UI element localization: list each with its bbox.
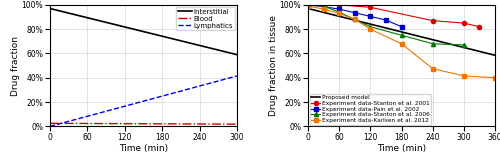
Experiment data-Stanton et al. 2001 [476, 26, 482, 28]
Line: Experiment data-Stanton et al. 2001: Experiment data-Stanton et al. 2001 [306, 3, 482, 29]
Experiment data-Karlsen et al. 2012 [352, 18, 358, 20]
Experiment data-Stanton et al. 2001 [336, 4, 342, 6]
Experiment data-Karlsen et al. 2012 [336, 12, 342, 14]
Experiment data-Pain et al. 2002 [320, 6, 326, 8]
Line: Experiment data-Karlsen et al. 2012: Experiment data-Karlsen et al. 2012 [306, 4, 497, 80]
Line: Experiment data-Pain et al. 2002: Experiment data-Pain et al. 2002 [306, 3, 404, 29]
Experiment data-Stanton et al. 2006 [352, 18, 358, 20]
X-axis label: Time (min): Time (min) [377, 144, 426, 153]
Experiment data-Pain et al. 2002 [383, 19, 389, 21]
Legend: Proposed model, Experiment data-Stanton et al. 2001, Experiment data-Pain et al.: Proposed model, Experiment data-Stanton … [310, 94, 431, 125]
Experiment data-Stanton et al. 2001 [430, 20, 436, 22]
Experiment data-Pain et al. 2002 [305, 4, 311, 6]
X-axis label: Time (min): Time (min) [119, 144, 168, 153]
Experiment data-Pain et al. 2002 [368, 15, 374, 17]
Experiment data-Karlsen et al. 2012 [492, 77, 498, 79]
Experiment data-Karlsen et al. 2012 [430, 68, 436, 70]
Experiment data-Pain et al. 2002 [398, 26, 404, 28]
Experiment data-Stanton et al. 2001 [461, 22, 467, 24]
Experiment data-Karlsen et al. 2012 [305, 5, 311, 7]
Experiment data-Karlsen et al. 2012 [320, 8, 326, 10]
Experiment data-Stanton et al. 2001 [305, 5, 311, 7]
Y-axis label: Drug fraction: Drug fraction [11, 36, 20, 96]
Experiment data-Karlsen et al. 2012 [368, 28, 374, 30]
Experiment data-Pain et al. 2002 [336, 8, 342, 10]
Line: Experiment data-Stanton et al. 2006: Experiment data-Stanton et al. 2006 [306, 3, 466, 47]
Experiment data-Stanton et al. 2006 [336, 11, 342, 13]
Experiment data-Stanton et al. 2006 [320, 5, 326, 7]
Experiment data-Stanton et al. 2006 [430, 43, 436, 45]
Experiment data-Karlsen et al. 2012 [461, 75, 467, 77]
Experiment data-Stanton et al. 2001 [368, 6, 374, 8]
Experiment data-Stanton et al. 2001 [320, 4, 326, 6]
Experiment data-Stanton et al. 2006 [461, 44, 467, 46]
Y-axis label: Drug fraction in tissue: Drug fraction in tissue [269, 15, 278, 116]
Experiment data-Stanton et al. 2006 [398, 34, 404, 36]
Experiment data-Pain et al. 2002 [352, 12, 358, 14]
Experiment data-Karlsen et al. 2012 [398, 43, 404, 45]
Experiment data-Stanton et al. 2006 [368, 26, 374, 28]
Experiment data-Stanton et al. 2006 [305, 4, 311, 6]
Legend: Interstitial, Blood, Lymphatics: Interstitial, Blood, Lymphatics [176, 7, 235, 30]
